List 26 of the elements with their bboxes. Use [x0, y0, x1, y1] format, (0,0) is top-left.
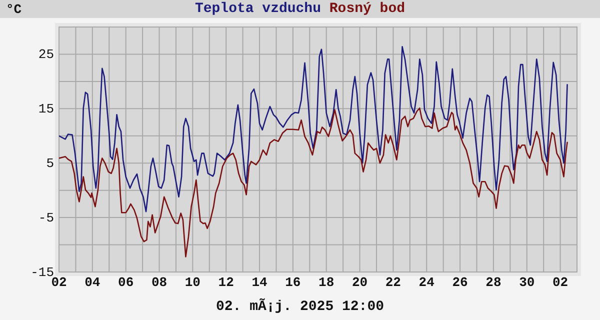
line-series: [59, 107, 568, 258]
x-tick-label: 18: [318, 275, 334, 290]
x-tick-label: 28: [486, 275, 502, 290]
x-tick-label: 22: [385, 275, 402, 290]
line-series: [59, 46, 568, 212]
y-tick-label: 25: [38, 47, 54, 62]
x-tick-label: 04: [84, 275, 100, 290]
y-tick-label: 15: [38, 102, 54, 117]
text: 02. mÃ¡j. 2025 12:00: [216, 298, 384, 315]
x-tick-label: 30: [519, 275, 535, 290]
x-tick-label: 10: [184, 275, 201, 290]
x-tick-label: 02: [51, 275, 67, 290]
text: Rosný bod: [321, 1, 406, 17]
y-axis-title: °C: [6, 2, 22, 17]
x-tick-label: 20: [352, 275, 368, 290]
y-tick-label: 5: [46, 156, 54, 172]
x-tick-label: 06: [118, 275, 134, 290]
x-tick-label: 08: [151, 275, 168, 290]
x-tick-label: 14: [252, 275, 268, 290]
x-tick-label: 16: [285, 275, 301, 290]
x-tick-label: 02: [552, 275, 568, 290]
x-tick-label: 26: [452, 275, 468, 290]
text: Teplota vzduchu: [194, 1, 322, 17]
x-tick-label: 12: [218, 275, 234, 290]
y-tick-label: -5: [38, 210, 54, 226]
x-tick-label: 24: [418, 275, 435, 290]
